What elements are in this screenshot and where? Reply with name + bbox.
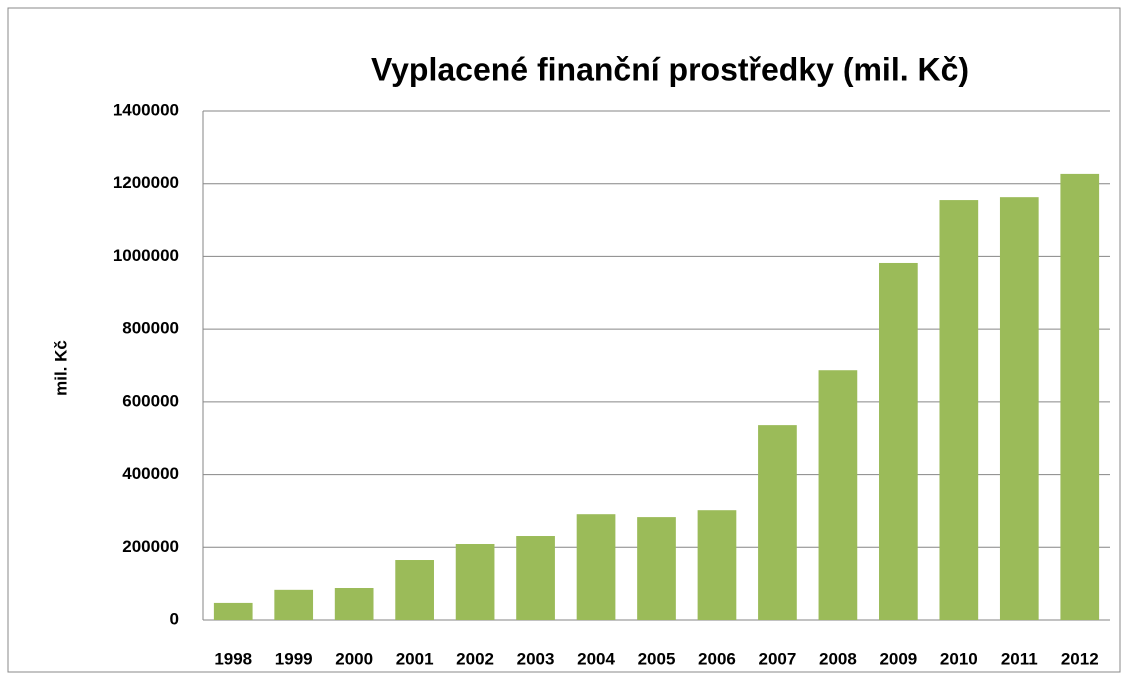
bar <box>758 425 797 620</box>
y-tick-label: 1000000 <box>113 246 179 265</box>
bar <box>939 200 979 620</box>
bar <box>516 536 555 620</box>
y-axis-label: mil. Kč <box>51 340 70 396</box>
bar <box>395 560 434 620</box>
bar <box>455 544 495 620</box>
bar <box>576 514 616 620</box>
bar <box>818 370 858 620</box>
chart-frame <box>7 7 1121 673</box>
bar <box>274 589 314 620</box>
x-tick-label: 2004 <box>577 649 615 668</box>
x-tick-label: 2005 <box>638 649 676 668</box>
y-tick-label: 1400000 <box>113 100 179 119</box>
bar <box>1060 173 1100 620</box>
x-tick-label: 2009 <box>879 649 917 668</box>
y-tick-label: 600000 <box>122 391 179 410</box>
y-tick-label: 800000 <box>122 319 179 338</box>
x-tick-label: 2002 <box>456 649 494 668</box>
bar <box>999 197 1039 620</box>
x-tick-label: 1998 <box>214 649 252 668</box>
x-tick-label: 2003 <box>517 649 555 668</box>
x-tick-label: 2011 <box>1001 649 1038 668</box>
x-tick-label: 2010 <box>940 649 978 668</box>
x-tick-label: 2001 <box>396 649 434 668</box>
y-tick-label: 400000 <box>122 464 179 483</box>
bar <box>334 588 374 620</box>
bar <box>879 262 918 620</box>
x-tick-label: 1999 <box>275 649 313 668</box>
x-tick-label: 2008 <box>819 649 857 668</box>
x-tick-label: 2012 <box>1061 649 1099 668</box>
bar <box>637 517 676 620</box>
bar <box>697 510 737 620</box>
y-tick-label: 200000 <box>122 537 179 556</box>
y-tick-label: 0 <box>170 609 179 628</box>
x-tick-label: 2007 <box>759 649 797 668</box>
x-tick-label: 2000 <box>335 649 373 668</box>
chart-title: Vyplacené finanční prostředky (mil. Kč) <box>371 51 969 87</box>
y-tick-label: 1200000 <box>113 173 179 192</box>
x-tick-label: 2006 <box>698 649 736 668</box>
bar <box>213 602 253 620</box>
